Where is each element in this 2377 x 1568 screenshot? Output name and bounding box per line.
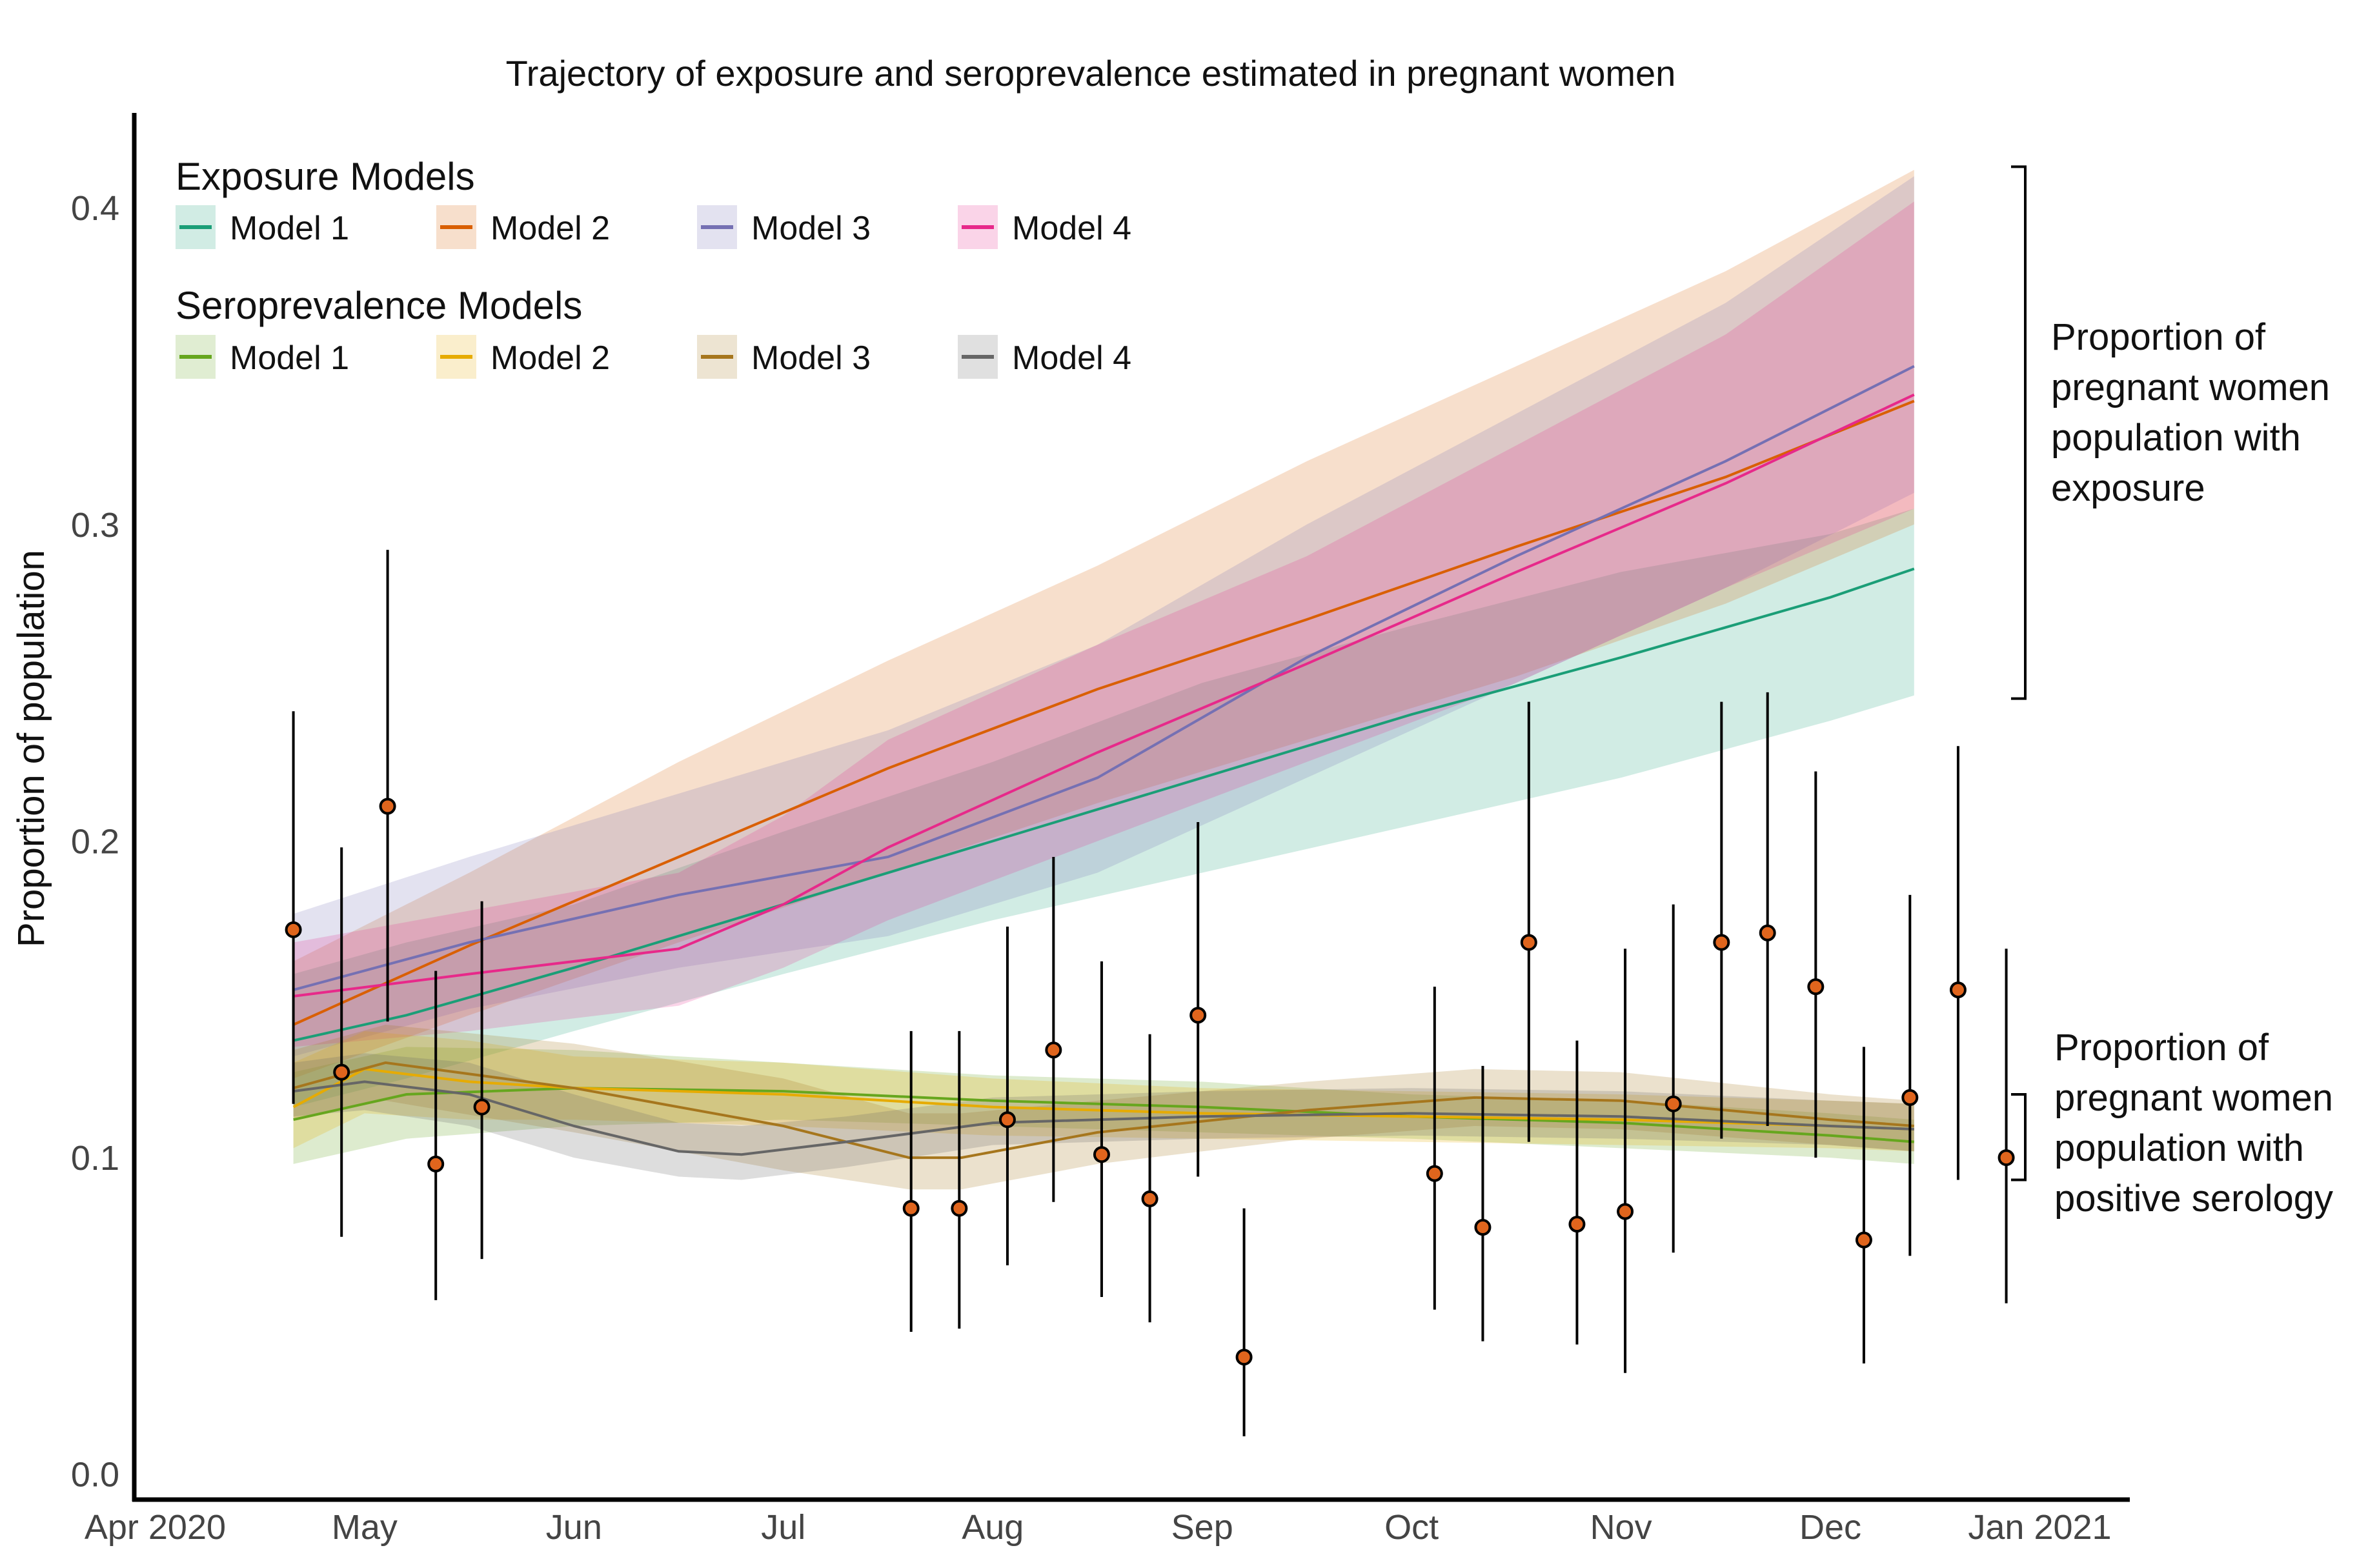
seroprevalence-band xyxy=(293,1025,1914,1190)
seroprevalence-line xyxy=(293,1061,1914,1160)
observation-point xyxy=(379,798,396,815)
observation-point xyxy=(1998,1149,2015,1167)
annotation-line: pregnant women xyxy=(2051,367,2330,408)
exposure-legend-label: Model 1 xyxy=(230,210,349,247)
seroprevalence-legend-label: Model 3 xyxy=(751,339,871,377)
x-tick-label: Nov xyxy=(1590,1508,1652,1547)
seroprevalence-band xyxy=(293,1047,1914,1164)
seroprevalence-line xyxy=(293,1087,1914,1143)
serology-annotation: Proportion of pregnant women population wi… xyxy=(2054,1027,2333,1220)
x-tick-label: Jun xyxy=(546,1508,602,1547)
observation-point xyxy=(1426,1165,1443,1182)
observation-point xyxy=(1855,1231,1872,1249)
exposure-line xyxy=(292,399,1915,1026)
observation-point xyxy=(902,1200,920,1217)
exposure-line xyxy=(293,365,1915,992)
exposure-line xyxy=(293,393,1915,998)
observation-point xyxy=(1568,1216,1586,1233)
exposure-band xyxy=(293,176,1914,1057)
observation-point xyxy=(333,1063,350,1081)
legend-exposure-items: Model 1 Model 2 Model 3 Model 4 xyxy=(176,205,1131,249)
observation-point xyxy=(1474,1219,1492,1236)
seroprevalence-line xyxy=(292,1067,1914,1131)
legend-seroprevalence-title: Seroprevalence Models xyxy=(176,284,582,327)
y-tick-label: 0.3 xyxy=(71,506,119,545)
x-tick-label: Jul xyxy=(761,1508,805,1547)
exposure-annotation: Proportion of pregnant women population wi… xyxy=(2051,316,2330,509)
y-tick-label: 0.2 xyxy=(71,822,119,861)
x-tick-label: Apr 2020 xyxy=(85,1508,226,1547)
chart-title: Trajectory of exposure and seroprevalenc… xyxy=(506,53,1676,94)
exposure-line xyxy=(293,567,1915,1042)
x-tick-label: Aug xyxy=(962,1508,1024,1547)
exposure-legend-label: Model 3 xyxy=(751,210,871,247)
annotation-line: population with xyxy=(2054,1127,2304,1169)
annotation-line: population with xyxy=(2051,417,2301,459)
seroprevalence-band xyxy=(293,1053,1914,1180)
x-tick-label: Oct xyxy=(1384,1508,1439,1547)
seroprevalence-lines xyxy=(292,1061,1914,1160)
exposure-legend-label: Model 2 xyxy=(491,210,610,247)
seroprevalence-band xyxy=(293,1030,1914,1152)
observation-point xyxy=(1045,1041,1062,1059)
observation-point xyxy=(473,1098,491,1116)
observations xyxy=(285,550,2015,1436)
legend: Exposure Models Seroprevalence Models Mo… xyxy=(176,155,1131,379)
observation-point xyxy=(1664,1095,1682,1112)
observation-point xyxy=(1189,1007,1207,1024)
observation-point xyxy=(1141,1190,1158,1207)
y-tick-labels: 0.0 0.1 0.2 0.3 0.4 xyxy=(71,189,119,1494)
observation-point xyxy=(1759,924,1776,941)
annotation-line: positive serology xyxy=(2054,1178,2333,1220)
observation-point xyxy=(1520,934,1537,951)
seroprevalence-bands xyxy=(293,1025,1914,1190)
observation-point xyxy=(998,1111,1016,1129)
y-axis-label: Proportion of population xyxy=(10,550,52,947)
annotation-line: Proportion of xyxy=(2051,316,2266,358)
annotations: Proportion of pregnant women population wi… xyxy=(2011,165,2333,1220)
y-tick-label: 0.0 xyxy=(71,1456,119,1494)
seroprevalence-legend-label: Model 4 xyxy=(1012,339,1131,377)
observation-point xyxy=(427,1155,445,1172)
observation-point xyxy=(1617,1203,1634,1220)
exposure-bracket xyxy=(2011,165,2027,700)
exposure-band xyxy=(293,201,1914,1047)
x-tick-label: Sep xyxy=(1171,1508,1233,1547)
legend-exposure-title: Exposure Models xyxy=(176,155,475,198)
exposure-lines xyxy=(292,365,1915,1042)
x-tick-label: May xyxy=(332,1508,398,1547)
observation-point xyxy=(285,921,302,938)
annotation-line: pregnant women xyxy=(2054,1077,2333,1119)
y-tick-label: 0.4 xyxy=(71,189,119,228)
observation-point xyxy=(1949,981,1967,999)
exposure-band xyxy=(293,170,1914,1079)
y-tick-label: 0.1 xyxy=(71,1139,119,1178)
annotation-line: exposure xyxy=(2051,467,2205,509)
seroprevalence-legend-label: Model 2 xyxy=(491,339,610,377)
annotation-line: Proportion of xyxy=(2054,1027,2269,1069)
observation-point xyxy=(1807,978,1825,996)
observation-point xyxy=(1093,1146,1110,1163)
observation-point xyxy=(951,1200,968,1217)
x-tick-label: Dec xyxy=(1799,1508,1861,1547)
seroprevalence-legend-label: Model 1 xyxy=(230,339,349,377)
serology-bracket xyxy=(2011,1092,2027,1181)
legend-seroprevalence-items: Model 1 Model 2 Model 3 Model 4 xyxy=(176,335,1131,379)
x-tick-labels: Apr 2020 May Jun Jul Aug Sep Oct Nov Dec Jan 2021 xyxy=(85,1508,2112,1547)
exposure-legend-label: Model 4 xyxy=(1012,210,1131,247)
seroprevalence-line xyxy=(293,1080,1914,1156)
x-tick-label: Jan 2021 xyxy=(1968,1508,2111,1547)
observation-point xyxy=(1235,1349,1253,1366)
observation-point xyxy=(1901,1089,1919,1106)
observation-point xyxy=(1713,934,1730,951)
